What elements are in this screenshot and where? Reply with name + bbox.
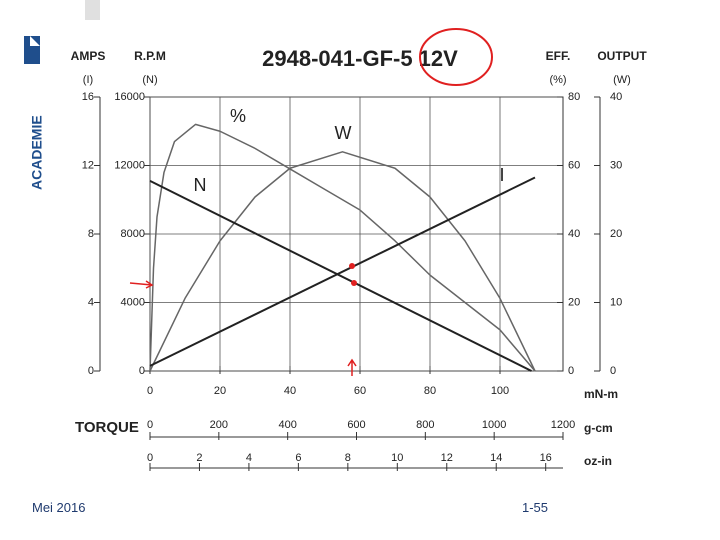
x-tick-label: 2 (196, 452, 202, 464)
y-axis-title: AMPS (71, 49, 106, 63)
x-tick-label: 600 (347, 419, 365, 431)
y-axis-unit: (I) (83, 74, 93, 86)
x-tick-label: 0 (147, 385, 153, 397)
series-label: % (230, 106, 246, 126)
y-tick-label: 40 (568, 228, 580, 240)
x-tick-label: 20 (214, 385, 226, 397)
y-tick-label: 30 (610, 159, 622, 171)
y-axis-title: OUTPUT (597, 49, 647, 63)
logo-text: ACADEMIE (29, 115, 45, 190)
page-number: 1-55 (522, 500, 549, 515)
y-tick-label: 16 (82, 91, 94, 103)
annotation-dot (351, 280, 357, 286)
series-label: I (499, 165, 504, 185)
logo-shape (24, 36, 40, 64)
x-tick-label: 16 (540, 452, 552, 464)
y-tick-label: 80 (568, 91, 580, 103)
y-axis-unit: (N) (142, 74, 157, 86)
x-axis-title: g-cm (584, 421, 613, 435)
x-tick-label: 14 (490, 452, 502, 464)
y-tick-label: 20 (610, 228, 622, 240)
x-tick-label: 6 (295, 452, 301, 464)
x-tick-label: 200 (210, 419, 228, 431)
x-tick-label: 40 (284, 385, 296, 397)
y-tick-label: 60 (568, 159, 580, 171)
y-tick-label: 0 (139, 365, 145, 377)
x-axis-title: TORQUE (75, 419, 139, 436)
series-line (149, 176, 536, 367)
y-axis-title: R.P.M (134, 49, 166, 63)
y-tick-label: 4 (88, 296, 94, 308)
annotation-dot (349, 263, 355, 269)
annotation-circle (419, 28, 493, 86)
y-tick-label: 12000 (114, 159, 145, 171)
x-tick-label: 60 (354, 385, 366, 397)
y-tick-label: 0 (88, 365, 94, 377)
y-tick-label: 0 (568, 365, 574, 377)
decor-bar (85, 0, 100, 20)
x-tick-label: 400 (278, 419, 296, 431)
x-tick-label: 1000 (482, 419, 506, 431)
y-tick-label: 16000 (114, 91, 145, 103)
x-tick-label: 100 (491, 385, 509, 397)
x-axis-title: mN-m (584, 387, 618, 401)
series-line (149, 123, 536, 372)
y-tick-label: 10 (610, 296, 622, 308)
annotation-arrow (129, 280, 357, 376)
x-tick-label: 0 (147, 452, 153, 464)
y-axis-unit: (%) (549, 74, 566, 86)
x-axis-title: oz-in (584, 454, 612, 468)
y-tick-label: 8 (88, 228, 94, 240)
x-tick-label: 10 (391, 452, 403, 464)
y-tick-label: 12 (82, 159, 94, 171)
series-line (149, 180, 532, 372)
series-line (149, 151, 536, 372)
y-tick-label: 40 (610, 91, 622, 103)
x-tick-label: 4 (246, 452, 252, 464)
y-tick-label: 0 (610, 365, 616, 377)
y-axis-unit: (W) (613, 74, 631, 86)
x-tick-label: 8 (345, 452, 351, 464)
y-tick-label: 4000 (121, 296, 145, 308)
footer-date: Mei 2016 (32, 500, 86, 515)
x-tick-label: 800 (416, 419, 434, 431)
x-tick-label: 80 (424, 385, 436, 397)
y-tick-label: 20 (568, 296, 580, 308)
x-tick-label: 0 (147, 419, 153, 431)
x-tick-label: 1200 (551, 419, 575, 431)
series-label: N (194, 175, 207, 195)
x-tick-label: 12 (441, 452, 453, 464)
y-tick-label: 8000 (121, 228, 145, 240)
y-axis-title: EFF. (546, 49, 571, 63)
chart-title: 2948-041-GF-5 12V (262, 46, 458, 71)
series-label: W (335, 123, 352, 143)
